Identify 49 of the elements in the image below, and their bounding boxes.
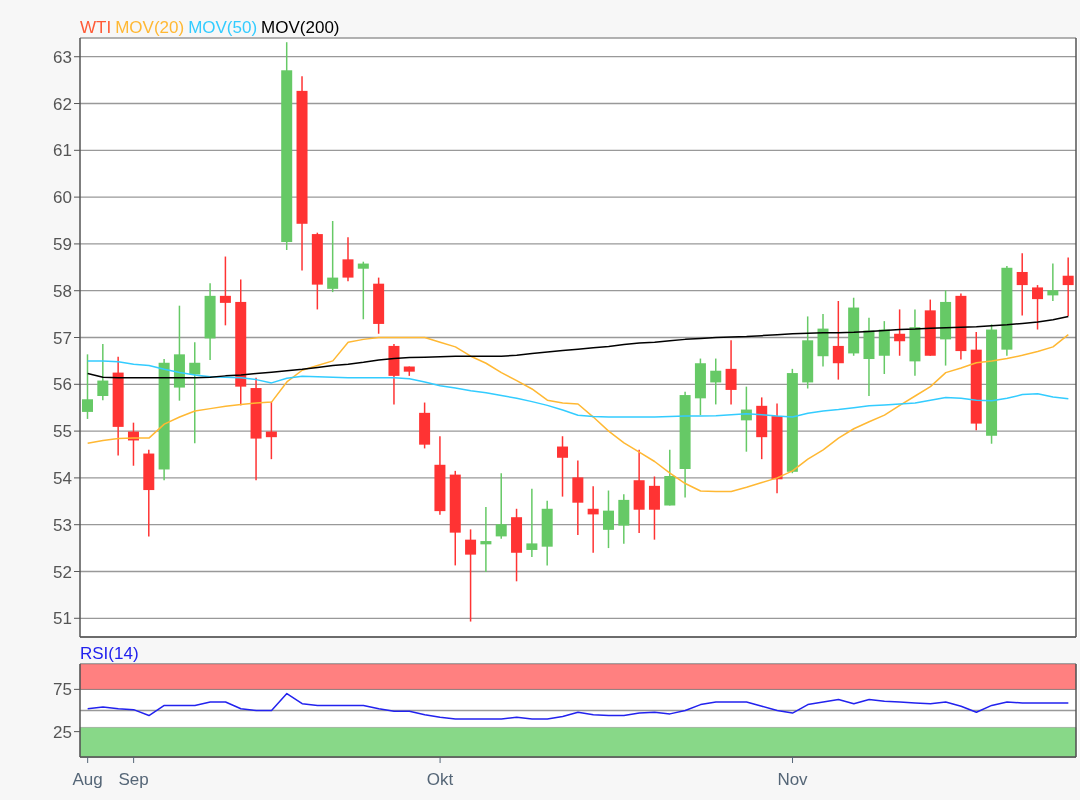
candlestick	[219, 255, 231, 327]
candlestick	[1047, 262, 1059, 302]
y-tick-label: 62	[53, 94, 72, 114]
candlestick	[1032, 284, 1044, 331]
y-tick-label: 63	[53, 47, 72, 67]
candlestick	[327, 220, 339, 293]
x-tick-label: Aug	[72, 770, 103, 790]
candlestick	[495, 472, 507, 540]
candlestick	[1062, 256, 1074, 317]
text: WTI	[80, 18, 112, 38]
y-tick-label: 60	[53, 188, 72, 208]
candlestick	[648, 475, 660, 541]
y-tick-label: 54	[53, 468, 72, 488]
candlestick	[357, 260, 369, 320]
line-series	[86, 333, 1070, 493]
line-series	[86, 315, 1070, 379]
candlestick	[1016, 252, 1028, 317]
y-tick-label: 51	[53, 609, 72, 629]
line-series	[86, 692, 1070, 720]
text: MOV(200)	[261, 18, 340, 38]
candlestick	[480, 506, 492, 573]
y-tick-label: 55	[53, 422, 72, 442]
y-tick-label: 58	[53, 281, 72, 301]
y-tick-label: 59	[53, 234, 72, 254]
y-tick-label: 52	[53, 562, 72, 582]
candlestick	[342, 236, 354, 283]
y-tick-label: 56	[53, 375, 72, 395]
x-tick-label: Okt	[426, 770, 454, 790]
candlestick	[82, 353, 93, 420]
x-tick-label: Sep	[118, 770, 149, 790]
y-tick-label: 61	[53, 141, 72, 161]
text: RSI(14)	[80, 644, 139, 664]
candlestick	[465, 528, 477, 623]
candlestick	[725, 339, 737, 406]
x-tick-label: Nov	[777, 770, 809, 790]
candlestick	[97, 343, 109, 401]
candlestick	[894, 308, 906, 357]
candlestick	[710, 357, 722, 406]
candlestick	[602, 489, 614, 549]
y-tick-label: 25	[53, 722, 72, 742]
candlestick	[189, 341, 201, 445]
y-tick-label: 75	[53, 680, 72, 700]
candlestick	[832, 300, 844, 381]
y-tick-label: 57	[53, 328, 72, 348]
candlestick	[557, 435, 569, 498]
candlestick	[526, 487, 538, 558]
text: MOV(50)	[188, 18, 258, 38]
text: MOV(20)	[115, 18, 185, 38]
y-tick-label: 53	[53, 515, 72, 535]
